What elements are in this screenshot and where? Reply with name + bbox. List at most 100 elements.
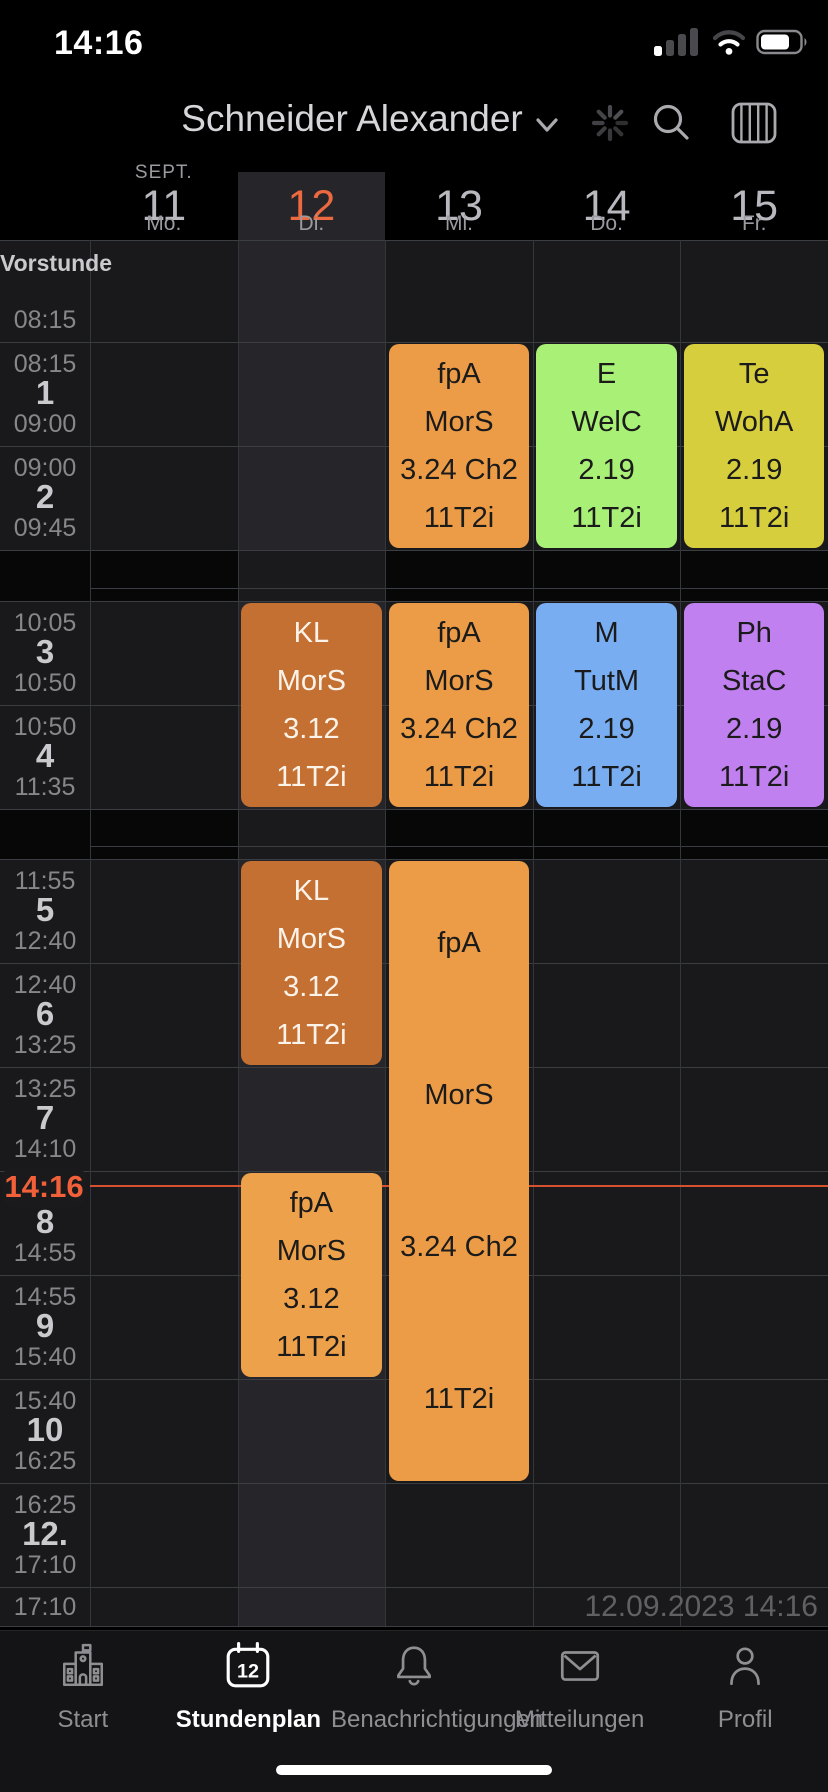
home-indicator[interactable] [276,1765,552,1775]
day-cell [532,1171,681,1275]
day-number: 13 [435,182,483,230]
tab-label: Profil [717,1706,773,1733]
day-number: 15 [730,182,779,230]
period-end-time: 15:40 [13,1343,77,1371]
day-cell [237,550,386,601]
day-header-do[interactable]: 14 Do. [533,160,681,240]
period-end-time: 09:45 [13,514,77,542]
tab-benachrichtigungen[interactable]: Benachrichtigungen [331,1637,544,1757]
day-header-mi[interactable]: 13 Mi. [385,160,533,240]
lesson-block[interactable]: M TutM 2.19 11T2i [536,603,677,807]
lesson-block[interactable]: E WelC 2.19 11T2i [536,344,677,548]
period-start-time: 17:10 [13,1593,77,1621]
grid-line-horizontal [0,809,828,810]
day-header-fr[interactable]: 15 Fr. [680,160,828,240]
day-cell [237,342,386,446]
day-cell [680,1483,828,1587]
week-day-header: SEPT. 11 Mo. 12 Di. 13 Mi. 14 Do. 15 Fr. [0,160,828,240]
week-view-icon[interactable] [730,99,778,147]
lesson-block[interactable]: fpA MorS 3.24 Ch2 11T2i [388,861,530,1481]
school-icon [58,1641,108,1691]
tab-profil[interactable]: Profil [662,1637,828,1757]
period-start-time: 12:40 [13,971,77,999]
day-cell [237,446,386,550]
time-column-cell [0,1587,90,1626]
day-number: 12 [287,182,336,230]
lesson-block[interactable]: fpA MorS 3.12 11T2i [241,1173,382,1377]
period-start-time: 09:00 [13,454,77,482]
grid-line-vertical [385,240,387,1626]
grid-line-horizontal [0,601,828,602]
period-end-time: 10:50 [13,669,77,697]
day-cell [90,446,238,550]
last-refresh-timestamp: 12.09.2023 14:16 [584,1590,818,1623]
lesson-subject: fpA [437,926,481,959]
period-start-time: 11:55 [14,867,76,895]
lesson-teacher: MorS [276,664,347,697]
grid-line-horizontal [0,1587,828,1588]
lesson-teacher: TutM [574,664,640,697]
status-time: 14:16 [54,24,144,62]
grid-line-vertical [237,240,239,1626]
day-cell [90,342,238,446]
period-end-time: 13:25 [13,1031,77,1059]
period-end-time: 09:00 [13,410,77,438]
day-cell [680,963,828,1067]
day-header-mo[interactable]: SEPT. 11 Mo. [90,160,238,240]
day-cell [90,1587,238,1626]
day-cell [680,550,828,601]
lesson-block[interactable]: Te WohA 2.19 11T2i [683,344,825,548]
lesson-block[interactable]: KL MorS 3.12 11T2i [241,861,382,1065]
grid-line-horizontal [0,1626,828,1627]
lesson-block[interactable]: fpA MorS 3.24 Ch2 11T2i [388,603,530,807]
period-number: 10 [26,1411,64,1448]
day-cell [532,1483,681,1587]
weekday-label: Mi. [444,212,473,235]
loading-spinner-icon [586,99,634,147]
lesson-teacher: MorS [424,664,494,697]
period-start-time: 14:55 [13,1283,77,1311]
day-cell [680,240,828,342]
lesson-subject: Ph [736,616,772,649]
profile-selector[interactable]: Schneider Alexander [120,98,620,142]
period-start-time: 15:40 [13,1387,77,1415]
grid-line-break [90,588,828,589]
day-cell [532,963,681,1067]
lesson-teacher: StaC [721,664,787,697]
lesson-block[interactable]: fpA MorS 3.24 Ch2 11T2i [388,344,530,548]
period-number: 3 [35,633,55,670]
grid-line-vertical [532,240,534,1626]
day-cell [237,1379,386,1483]
tab-label: Start [57,1706,109,1733]
day-cell [532,550,681,601]
day-cell [532,809,681,859]
day-header-di[interactable]: 12 Di. [237,160,386,240]
tab-label: Benachrichtigungen [331,1706,544,1733]
time-column-cell [0,705,90,809]
wifi-icon [712,30,746,55]
day-cell [90,601,238,705]
day-cell [532,1587,681,1626]
tab-mitteilungen[interactable]: Mitteilungen [497,1637,663,1757]
lesson-block[interactable]: KL MorS 3.12 11T2i [241,603,382,807]
period-number: 5 [35,891,55,928]
day-cell [90,1275,238,1379]
day-cell [90,1483,238,1587]
lesson-teacher: MorS [424,405,494,438]
lesson-block[interactable]: Ph StaC 2.19 11T2i [683,603,825,807]
tab-stundenplan[interactable]: 12 Stundenplan [165,1637,331,1757]
search-icon[interactable] [648,99,696,147]
lesson-subject: fpA [437,616,481,649]
time-column-cell [0,1067,90,1171]
day-cell [237,1483,386,1587]
lesson-room: 2.19 [725,453,783,486]
period-start-time: 16:25 [13,1491,77,1519]
tab-start[interactable]: Start [0,1637,166,1757]
period-start-time: 10:50 [13,713,77,741]
day-cell [237,1587,386,1626]
period-start-time: 10:05 [13,609,77,637]
grid-line-horizontal [0,1483,828,1484]
period-start-time: 08:15 [13,350,77,378]
lesson-teacher: WohA [714,405,794,438]
